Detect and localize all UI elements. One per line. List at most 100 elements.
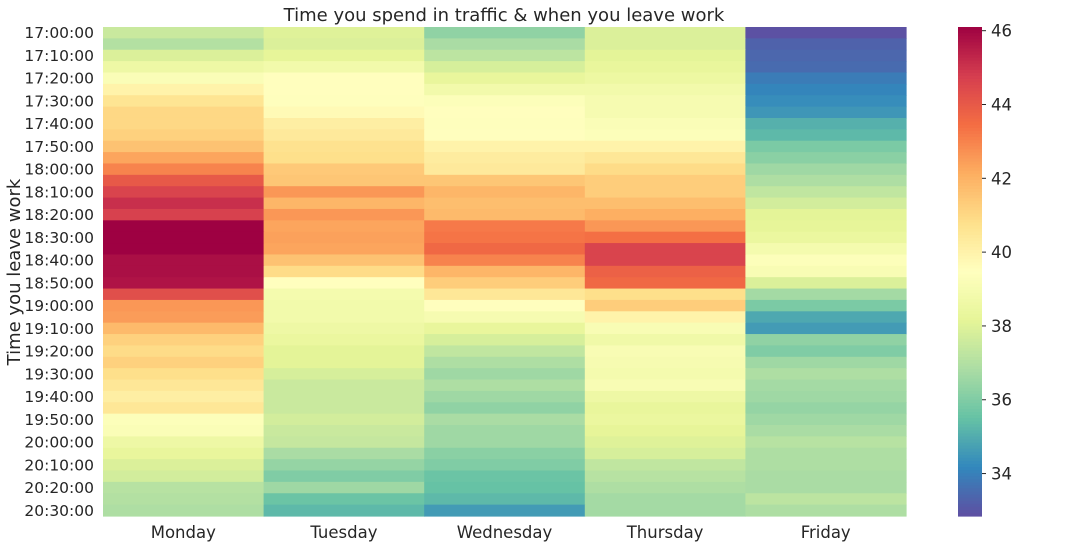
heatmap-cell bbox=[103, 265, 265, 278]
colorbar-segment bbox=[958, 332, 982, 337]
colorbar-segment bbox=[958, 51, 982, 56]
heatmap-cell bbox=[745, 140, 907, 153]
heatmap-cell bbox=[424, 163, 586, 176]
colorbar-segment bbox=[958, 237, 982, 242]
heatmap-cells bbox=[103, 27, 907, 517]
heatmap-cell bbox=[424, 106, 586, 119]
heatmap-cell bbox=[263, 425, 425, 437]
heatmap-cell bbox=[745, 368, 907, 381]
heatmap-cell bbox=[745, 390, 907, 403]
colorbar-segment bbox=[958, 439, 982, 444]
colorbar-segment bbox=[958, 289, 982, 294]
colorbar-segment bbox=[958, 286, 982, 291]
heatmap-cell bbox=[424, 436, 586, 449]
heatmap-cell bbox=[745, 299, 907, 312]
colorbar-segment bbox=[958, 234, 982, 239]
heatmap-cell bbox=[424, 390, 586, 403]
colorbar-segment bbox=[958, 357, 982, 361]
colorbar-segment bbox=[958, 124, 982, 129]
heatmap-cell bbox=[745, 334, 907, 347]
y-tick-label: 19:20:00 bbox=[24, 343, 94, 361]
heatmap-cell bbox=[745, 243, 907, 256]
colorbar-segment bbox=[958, 97, 982, 101]
heatmap-cell bbox=[424, 402, 586, 415]
heatmap-cell bbox=[103, 379, 265, 392]
colorbar-segment bbox=[958, 240, 982, 245]
colorbar-segment bbox=[958, 69, 982, 74]
heatmap-cell bbox=[103, 140, 265, 153]
heatmap-cell bbox=[584, 368, 746, 381]
heatmap-cell bbox=[263, 481, 425, 494]
colorbar-segment bbox=[958, 427, 982, 432]
x-tick-label: Wednesday bbox=[457, 523, 553, 542]
heatmap-cell bbox=[263, 61, 425, 74]
colorbar-segment bbox=[958, 243, 982, 248]
colorbar-segment bbox=[958, 442, 982, 447]
heatmap-cell bbox=[745, 83, 907, 96]
heatmap-cell bbox=[745, 402, 907, 415]
colorbar-segment bbox=[958, 308, 982, 312]
colorbar-segment bbox=[958, 366, 982, 370]
heatmap-cell bbox=[263, 459, 425, 472]
heatmap-cell bbox=[424, 140, 586, 153]
y-tick-label: 19:50:00 bbox=[24, 411, 94, 429]
colorbar-segment bbox=[958, 109, 982, 114]
colorbar-segment bbox=[958, 78, 982, 83]
heatmap-cell bbox=[103, 447, 265, 460]
colorbar-segment bbox=[958, 152, 982, 156]
colorbar-segment bbox=[958, 182, 982, 187]
heatmap-cell bbox=[103, 299, 265, 312]
heatmap-cell bbox=[103, 61, 265, 74]
y-tick-label: 17:00:00 bbox=[24, 24, 94, 42]
colorbar-segment bbox=[958, 393, 982, 398]
colorbar-segment bbox=[958, 454, 982, 459]
x-tick-label: Tuesday bbox=[309, 523, 377, 542]
colorbar-segment bbox=[958, 259, 982, 263]
heatmap-cell bbox=[584, 140, 746, 153]
heatmap-cell bbox=[584, 152, 746, 165]
colorbar: 34 36 38 40 42 44 46 bbox=[958, 22, 1012, 517]
y-axis-ticks: 17:00:00 17:10:00 17:20:00 17:30:00 17:40:00… bbox=[24, 24, 94, 520]
colorbar-segment bbox=[958, 491, 982, 496]
heatmap-cell bbox=[584, 186, 746, 199]
heatmap-cell bbox=[424, 379, 586, 392]
colorbar-segment bbox=[958, 467, 982, 471]
colorbar-segment bbox=[958, 155, 982, 160]
colorbar-segment bbox=[958, 292, 982, 297]
colorbar-segment bbox=[958, 387, 982, 392]
heatmap-cell bbox=[103, 402, 265, 415]
colorbar-tick-label: 38 bbox=[991, 317, 1012, 336]
heatmap-cell bbox=[103, 288, 265, 301]
colorbar-segment bbox=[958, 320, 982, 325]
colorbar-segment bbox=[958, 213, 982, 218]
colorbar-segment bbox=[958, 60, 982, 65]
colorbar-segment bbox=[958, 372, 982, 377]
colorbar-segment bbox=[958, 204, 982, 208]
heatmap-cell bbox=[424, 504, 586, 517]
y-tick-label: 18:00:00 bbox=[24, 161, 94, 179]
colorbar-segment bbox=[958, 378, 982, 383]
heatmap-cell bbox=[424, 197, 586, 210]
colorbar-segment bbox=[958, 280, 982, 285]
heatmap-cell bbox=[263, 243, 425, 256]
heatmap-cell bbox=[103, 277, 265, 290]
heatmap-cell bbox=[584, 481, 746, 494]
heatmap-cell bbox=[103, 243, 265, 256]
y-tick-label: 20:00:00 bbox=[24, 434, 94, 452]
heatmap-cell bbox=[103, 231, 265, 244]
heatmap-cell bbox=[424, 95, 586, 108]
heatmap-cell bbox=[745, 322, 907, 335]
colorbar-segment bbox=[958, 164, 982, 169]
colorbar-segment bbox=[958, 363, 982, 367]
colorbar-segment bbox=[958, 399, 982, 404]
heatmap-cell bbox=[745, 220, 907, 233]
heatmap-cell bbox=[263, 413, 425, 426]
y-tick-label: 18:10:00 bbox=[24, 183, 94, 201]
heatmap-cell bbox=[263, 220, 425, 233]
x-tick-label: Friday bbox=[801, 523, 851, 542]
colorbar-segment bbox=[958, 112, 982, 117]
colorbar-segment bbox=[958, 106, 982, 111]
heatmap-cell bbox=[263, 311, 425, 324]
colorbar-segment bbox=[958, 268, 982, 273]
y-tick-label: 18:40:00 bbox=[24, 252, 94, 270]
